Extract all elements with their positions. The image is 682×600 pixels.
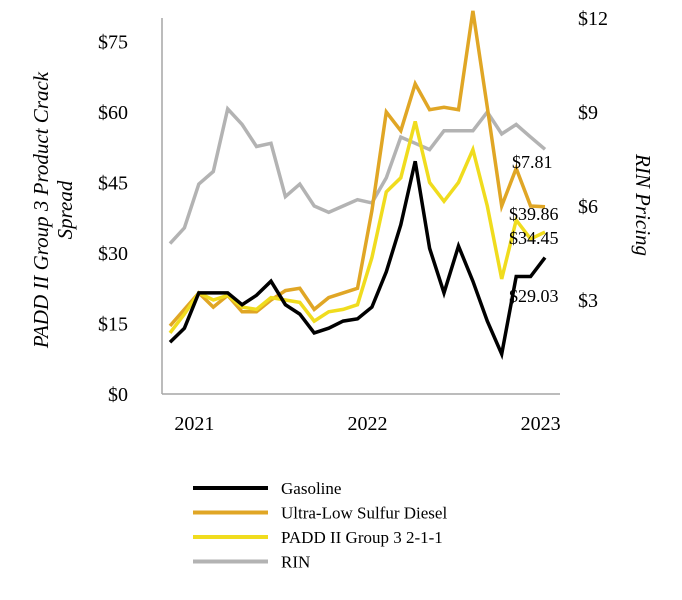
end-value-label: $29.03 (509, 286, 559, 306)
y-tick-label-left: $15 (98, 314, 128, 336)
y-tick-label-right: $3 (578, 290, 598, 312)
axes: $0 $15 $30 $45 $60 $75 $3 $6 $9 $12 2021 2022 2023 PA… (29, 8, 655, 435)
end-value-label: $34.45 (509, 228, 559, 248)
y-tick-label-right: $9 (578, 102, 598, 124)
labels: $7.81 $39.86 $34.45 $29.03 (509, 152, 559, 306)
series-line-rin (168, 105, 547, 245)
y-axis-title-left-line: Spread (53, 180, 77, 239)
x-tick-label: 2023 (521, 413, 561, 435)
y-tick-label-left: $0 (108, 384, 128, 406)
x-tick-label: 2021 (174, 413, 214, 435)
x-tick-label: 2022 (348, 413, 388, 435)
y-axis-title-left-line: PADD II Group 3 Product Crack (29, 71, 53, 349)
legend: Gasoline Ultra-Low Sulfur Diesel PADD II G… (193, 479, 447, 572)
end-value-label: $39.86 (509, 204, 559, 224)
legend-label: Ultra-Low Sulfur Diesel (281, 504, 447, 523)
y-tick-label-left: $75 (98, 32, 128, 54)
y-tick-label-left: $60 (98, 102, 128, 124)
y-tick-label-left: $45 (98, 173, 128, 195)
end-value-label: $7.81 (512, 152, 553, 172)
legend-label: PADD II Group 3 2-1-1 (281, 528, 443, 547)
y-tick-label-right: $6 (578, 196, 598, 218)
y-tick-label-left: $30 (98, 243, 128, 265)
series-line-ultra-low-sulfur-diesel (168, 10, 546, 328)
y-tick-label-right: $12 (578, 8, 608, 30)
series-line-padd-ii-group-3-2-1-1 (168, 120, 546, 334)
series-line-gasoline (168, 160, 547, 361)
legend-label: RIN (281, 553, 310, 572)
y-axis-title-right: RIN Pricing (631, 153, 655, 256)
legend-label: Gasoline (281, 479, 341, 498)
y-axis-title-left: PADD II Group 3 Product CrackSpread (29, 71, 77, 349)
series-lines (168, 10, 547, 361)
